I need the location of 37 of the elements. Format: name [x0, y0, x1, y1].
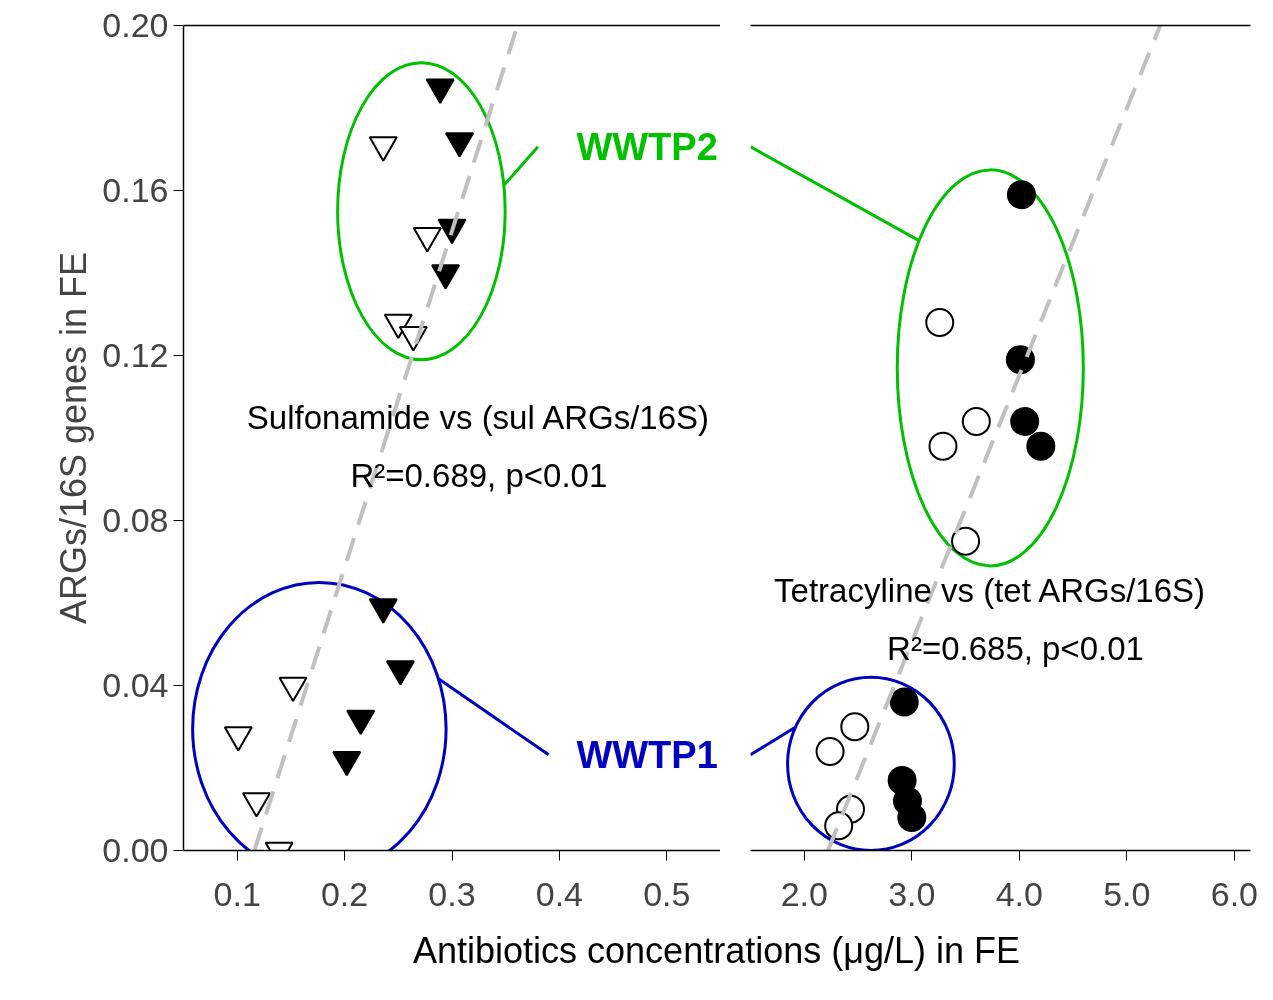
point	[925, 308, 955, 337]
x-axis-title: Antibiotics concentrations (μg/L) in FE	[412, 929, 1020, 973]
point	[897, 803, 927, 832]
y-tick-label: 0.04	[102, 666, 169, 704]
x-tick-label: 3.0	[888, 874, 936, 913]
x-tick-label: 4.0	[995, 874, 1043, 913]
annotation: R²=0.685, p<0.01	[887, 629, 1144, 667]
x-tick-label: 6.0	[1210, 874, 1258, 913]
x-tick-label: 0.3	[428, 874, 476, 913]
x-tick-label: 0.4	[535, 874, 584, 913]
y-tick-label: 0.00	[102, 831, 169, 869]
y-tick-label: 0.20	[102, 6, 169, 44]
point	[1026, 431, 1056, 461]
y-axis-title: ARGs/16S genes in FE	[53, 251, 95, 625]
annotation: R²=0.689, p<0.01	[350, 456, 608, 494]
point	[824, 811, 854, 841]
annotation: WWTP1	[576, 733, 718, 776]
annotation: Tetracyline vs (tet ARGs/16S)	[774, 572, 1206, 610]
x-tick-label: 0.1	[213, 874, 261, 913]
annotation: Sulfonamide vs (sul ARGs/16S)	[246, 398, 710, 436]
x-tick-label: 0.2	[320, 874, 369, 913]
y-tick-label: 0.12	[102, 336, 169, 374]
point	[1006, 180, 1036, 210]
point	[840, 712, 870, 742]
annotation: WWTP2	[576, 125, 718, 168]
point	[951, 526, 981, 556]
point	[961, 407, 991, 436]
x-tick-label: 5.0	[1103, 874, 1151, 913]
point	[1005, 345, 1035, 375]
point	[1010, 407, 1040, 436]
y-tick-label: 0.16	[102, 171, 169, 209]
point	[815, 737, 845, 766]
y-tick-label: 0.08	[102, 501, 169, 539]
x-tick-label: 0.5	[643, 874, 691, 913]
point	[889, 687, 919, 717]
x-tick-label: 2.0	[780, 874, 828, 913]
point	[928, 431, 958, 461]
